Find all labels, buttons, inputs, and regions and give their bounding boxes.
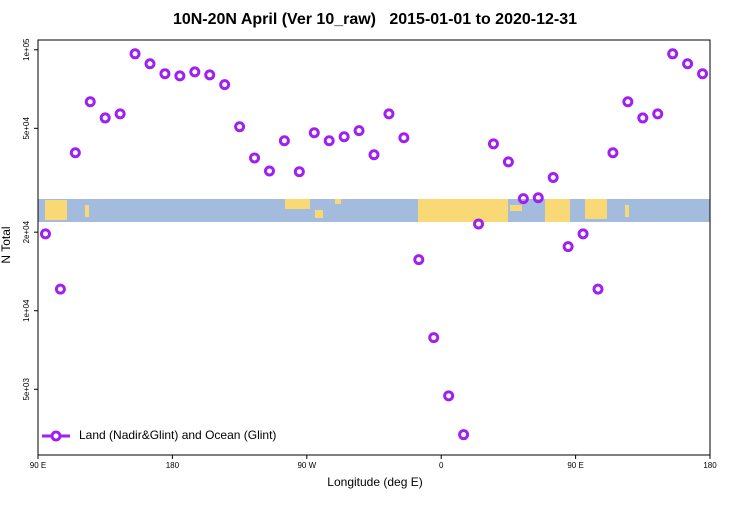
- point: [39, 228, 51, 240]
- legend-marker: [50, 430, 62, 442]
- point: [652, 108, 664, 120]
- point: [54, 283, 66, 295]
- y-tick-label: 1e+04: [22, 299, 31, 322]
- y-tick-label: 2e+04: [22, 220, 31, 243]
- point: [159, 68, 171, 80]
- point: [562, 241, 574, 253]
- legend-label: Land (Nadir&Glint) and Ocean (Glint): [79, 428, 276, 442]
- point: [532, 192, 544, 204]
- chart-title: 10N-20N April (Ver 10_raw) 2015-01-01 to…: [173, 11, 577, 28]
- point: [697, 68, 709, 80]
- y-tick-label: 1e+05: [22, 38, 31, 61]
- x-tick-label: 180: [703, 461, 717, 470]
- point: [234, 121, 246, 133]
- point: [413, 254, 425, 266]
- point: [428, 332, 440, 344]
- point: [249, 152, 261, 164]
- point: [129, 48, 141, 60]
- point: [353, 125, 365, 137]
- point: [338, 131, 350, 143]
- point: [458, 429, 470, 441]
- point: [487, 138, 499, 150]
- x-tick-label: 90 E: [567, 461, 583, 470]
- x-tick-label: 0: [439, 461, 444, 470]
- map-strip: [38, 199, 710, 222]
- point: [69, 147, 81, 159]
- x-tick-label: 90 W: [297, 461, 316, 470]
- point: [682, 58, 694, 70]
- point: [263, 165, 275, 177]
- point: [398, 132, 410, 144]
- point: [443, 390, 455, 402]
- point: [114, 108, 126, 120]
- point: [667, 48, 679, 60]
- y-tick-label: 5e+04: [22, 117, 31, 140]
- y-tick-label: 5e+03: [22, 378, 31, 401]
- point: [144, 58, 156, 70]
- x-tick-label: 180: [166, 461, 180, 470]
- point: [637, 112, 649, 124]
- x-axis-label: Longitude (deg E): [327, 475, 422, 489]
- point: [84, 96, 96, 108]
- point: [473, 218, 485, 230]
- point: [547, 171, 559, 183]
- point: [622, 96, 634, 108]
- point: [204, 69, 216, 81]
- point: [592, 283, 604, 295]
- point: [219, 79, 231, 91]
- plot-frame: [37, 39, 711, 456]
- point: [383, 108, 395, 120]
- point: [99, 112, 111, 124]
- point: [517, 193, 529, 205]
- point: [323, 135, 335, 147]
- point: [577, 228, 589, 240]
- point: [174, 70, 186, 82]
- point: [368, 149, 380, 161]
- point: [189, 66, 201, 78]
- y-axis-label: N Total: [0, 226, 13, 263]
- x-tick-label: 90 E: [30, 461, 46, 470]
- point: [502, 156, 514, 168]
- point: [607, 147, 619, 159]
- point: [308, 127, 320, 139]
- point: [293, 166, 305, 178]
- point: [278, 135, 290, 147]
